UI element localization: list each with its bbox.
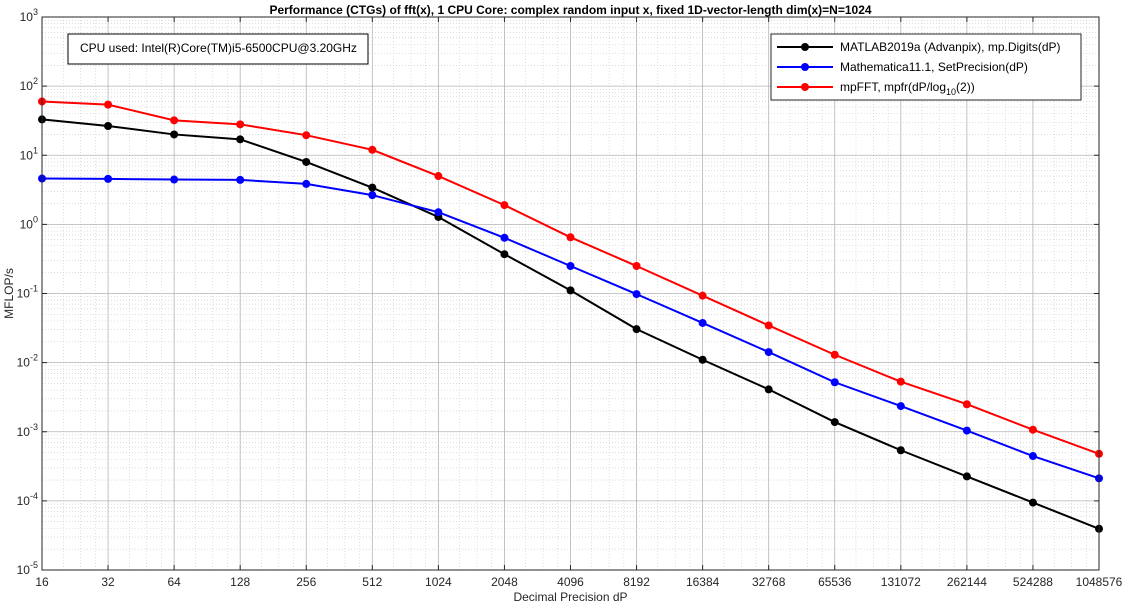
- data-point: [566, 286, 575, 295]
- y-tick-label: 10-1: [17, 284, 38, 301]
- legend-marker: [801, 83, 809, 91]
- x-axis-label: Decimal Precision dP: [513, 590, 627, 604]
- data-point: [104, 174, 113, 183]
- x-tick-label: 16384: [686, 575, 720, 589]
- y-tick-label: 102: [20, 76, 38, 93]
- data-point: [962, 472, 971, 481]
- data-point: [1028, 452, 1037, 461]
- y-tick-label: 10-3: [17, 422, 38, 439]
- data-point: [368, 183, 377, 192]
- data-point: [170, 175, 179, 184]
- x-tick-label: 1024: [425, 575, 452, 589]
- data-point: [962, 426, 971, 435]
- data-point: [698, 291, 707, 300]
- cpu-annotation-box: CPU used: Intel(R)Core(TM)i5-6500CPU@3.2…: [67, 33, 369, 65]
- data-point: [896, 402, 905, 411]
- axes-layer: [41, 16, 1100, 571]
- legend-item-3: mpFFT, mpfr(dP/log10(2)): [777, 80, 975, 97]
- data-point: [434, 172, 443, 181]
- x-tick-label: 65536: [818, 575, 852, 589]
- data-point: [302, 179, 311, 188]
- data-point: [764, 348, 773, 357]
- data-point: [1028, 498, 1037, 507]
- x-tick-label: 16: [35, 575, 49, 589]
- legend-marker: [801, 43, 809, 51]
- x-tick-label: 524288: [1013, 575, 1053, 589]
- data-point: [566, 261, 575, 270]
- data-point: [104, 100, 113, 109]
- data-point: [302, 131, 311, 140]
- data-point: [500, 233, 509, 242]
- x-tick-label: 32768: [752, 575, 786, 589]
- series-2: [38, 174, 1103, 483]
- legend: MATLAB2019a (Advanpix), mp.Digits(dP) Mat…: [770, 33, 1082, 101]
- data-point: [830, 378, 839, 387]
- data-point: [368, 145, 377, 154]
- legend-label: MATLAB2019a (Advanpix), mp.Digits(dP): [840, 40, 1061, 54]
- cpu-annotation-text: CPU used: Intel(R)Core(TM)i5-6500CPU@3.2…: [80, 41, 357, 55]
- data-point: [236, 175, 245, 184]
- data-point: [632, 261, 641, 270]
- data-point: [500, 201, 509, 210]
- data-point: [698, 355, 707, 364]
- legend-label: Mathematica11.1, SetPrecision(dP): [840, 60, 1028, 74]
- legend-label: mpFFT, mpfr(dP/log10(2)): [840, 80, 975, 97]
- x-tick-label: 32: [101, 575, 115, 589]
- y-tick-label: 10-5: [17, 560, 38, 577]
- data-point: [236, 120, 245, 129]
- x-tick-labels: 16 32 64 128 256 512 1024 2048 4096 8192 16384 3276…: [35, 575, 1122, 589]
- x-tick-label: 2048: [491, 575, 518, 589]
- data-point: [170, 130, 179, 139]
- legend-item-1: MATLAB2019a (Advanpix), mp.Digits(dP): [777, 40, 1061, 54]
- data-point: [302, 157, 311, 166]
- major-grid: [41, 16, 1100, 571]
- data-point: [962, 400, 971, 409]
- x-tick-label: 262144: [947, 575, 987, 589]
- legend-marker: [801, 63, 809, 71]
- series-1: [38, 115, 1103, 533]
- y-tick-label: 103: [20, 7, 38, 24]
- cpu-annotation-frame: [67, 33, 369, 65]
- data-point: [1028, 425, 1037, 434]
- data-point: [698, 318, 707, 327]
- y-tick-label: 100: [20, 214, 38, 231]
- x-tick-label: 1048576: [1076, 575, 1123, 589]
- data-point: [368, 191, 377, 200]
- data-point: [764, 321, 773, 330]
- series-3: [38, 97, 1103, 458]
- data-point: [764, 385, 773, 394]
- x-tick-label: 512: [362, 575, 382, 589]
- data-point: [896, 377, 905, 386]
- x-tick-label: 8192: [623, 575, 650, 589]
- data-point: [236, 135, 245, 144]
- data-point: [632, 325, 641, 334]
- y-tick-label: 10-2: [17, 353, 38, 370]
- data-point: [566, 233, 575, 242]
- x-tick-label: 128: [230, 575, 250, 589]
- y-tick-label: 101: [20, 145, 38, 162]
- x-tick-label: 4096: [557, 575, 584, 589]
- data-point: [500, 250, 509, 259]
- data-point: [104, 121, 113, 130]
- data-point: [830, 350, 839, 359]
- x-tick-label: 131072: [881, 575, 921, 589]
- data-point: [170, 116, 179, 125]
- series-layer: [38, 97, 1103, 533]
- data-point: [830, 418, 839, 427]
- y-axis-label: MFLOP/s: [2, 268, 16, 319]
- x-tick-label: 256: [296, 575, 316, 589]
- y-tick-label: 10-4: [17, 491, 38, 508]
- x-tick-label: 64: [167, 575, 181, 589]
- y-tick-labels: 10-5 10-4 10-3 10-2 10-1 100 101 102 103: [17, 7, 38, 577]
- data-point: [896, 446, 905, 455]
- chart-title: Performance (CTGs) of fft(x), 1 CPU Core…: [269, 3, 871, 17]
- data-point: [632, 290, 641, 299]
- legend-item-2: Mathematica11.1, SetPrecision(dP): [777, 60, 1028, 74]
- data-point: [434, 208, 443, 217]
